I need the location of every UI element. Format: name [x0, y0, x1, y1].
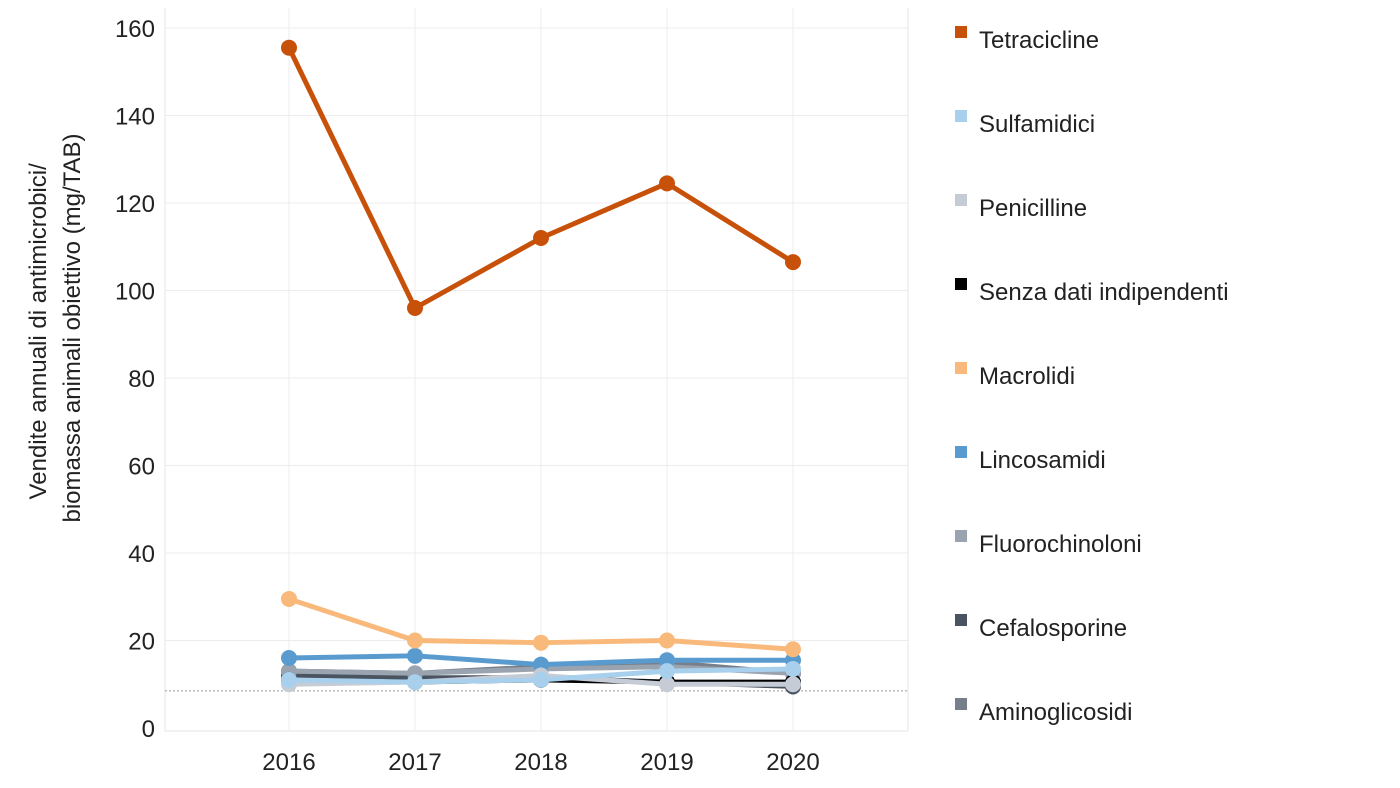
y-tick-label: 40 — [128, 541, 155, 568]
data-point[interactable] — [533, 634, 549, 651]
legend-swatch — [955, 194, 967, 206]
series-lincosamidi — [281, 647, 801, 673]
y-axis-label-line1: Vendite annuali di antimicrobici/ — [25, 163, 52, 500]
data-point[interactable] — [281, 590, 297, 607]
data-point[interactable] — [533, 230, 549, 246]
legend-label: Senza dati indipendenti — [979, 279, 1229, 306]
x-tick-label: 2019 — [640, 749, 693, 776]
series-group — [281, 39, 801, 695]
legend-label: Penicilline — [979, 195, 1088, 222]
data-point[interactable] — [659, 663, 675, 680]
legend-label: Fluorochinoloni — [979, 531, 1142, 558]
grid — [164, 8, 909, 732]
y-tick-label: 160 — [115, 16, 155, 43]
x-tick-label: 2018 — [514, 749, 567, 776]
legend-swatch — [955, 530, 967, 542]
legend-label: Macrolidi — [979, 363, 1076, 390]
x-tick-label: 2017 — [388, 749, 441, 776]
data-point[interactable] — [533, 656, 549, 673]
legend-swatch — [955, 278, 967, 290]
y-tick-label: 100 — [115, 279, 155, 306]
data-point[interactable] — [785, 254, 801, 271]
legend-item[interactable]: Lincosamidi — [955, 440, 1106, 480]
series-macrolidi — [281, 590, 801, 658]
data-point[interactable] — [281, 671, 297, 688]
legend-label: Lincosamidi — [979, 447, 1106, 474]
legend-item[interactable]: Sulfamidici — [955, 104, 1095, 144]
data-point[interactable] — [785, 641, 801, 658]
legend-swatch — [955, 446, 967, 458]
y-axis-label-line2: biomassa animali obiettivo (mg/TAB) — [59, 133, 86, 522]
data-point[interactable] — [785, 660, 801, 677]
legend-swatch — [955, 698, 967, 710]
series-sulfamidici — [281, 660, 801, 691]
legend-item[interactable]: Aminoglicosidi — [955, 692, 1132, 732]
legend-item[interactable]: Senza dati indipendenti — [955, 272, 1229, 312]
legend-swatch — [955, 614, 967, 626]
x-tick-label: 2016 — [262, 749, 315, 776]
data-point[interactable] — [281, 650, 297, 666]
data-point[interactable] — [659, 175, 675, 192]
y-axis-label: Vendite annuali di antimicrobici/ biomas… — [25, 133, 86, 522]
x-axis-ticks: 2016 2017 2018 2019 2020 — [262, 749, 819, 776]
y-tick-label: 120 — [115, 191, 155, 218]
y-tick-label: 20 — [128, 629, 155, 656]
legend-label: Cefalosporine — [979, 615, 1128, 642]
legend-label: Tetracicline — [979, 27, 1100, 54]
data-point[interactable] — [407, 300, 423, 316]
data-point[interactable] — [785, 676, 801, 693]
legend-item[interactable]: Cefalosporine — [955, 608, 1127, 648]
y-axis-ticks: 0 20 40 60 80 100 120 140 160 — [115, 16, 155, 743]
legend-label: Sulfamidici — [979, 111, 1096, 138]
x-tick-label: 2020 — [766, 749, 819, 776]
legend-item[interactable]: Macrolidi — [955, 356, 1075, 396]
data-point[interactable] — [659, 676, 675, 693]
legend-item[interactable]: Penicilline — [955, 188, 1087, 228]
y-tick-label: 140 — [115, 104, 155, 131]
data-point[interactable] — [659, 632, 675, 649]
legend-swatch — [955, 110, 967, 122]
data-point[interactable] — [407, 632, 423, 649]
legend-item[interactable]: Fluorochinoloni — [955, 524, 1142, 564]
y-tick-label: 80 — [128, 366, 155, 393]
data-point[interactable] — [407, 647, 423, 664]
data-point[interactable] — [281, 39, 297, 56]
data-point[interactable] — [533, 671, 549, 688]
legend-swatch — [955, 26, 967, 38]
data-point[interactable] — [659, 652, 675, 669]
y-tick-label: 0 — [142, 716, 155, 743]
legend-item[interactable]: Tetracicline — [955, 20, 1099, 60]
data-point[interactable] — [407, 674, 423, 691]
series-tetracicline — [281, 39, 801, 316]
legend-swatch — [955, 362, 967, 374]
y-tick-label: 60 — [128, 454, 155, 481]
legend-label: Aminoglicosidi — [979, 699, 1133, 726]
